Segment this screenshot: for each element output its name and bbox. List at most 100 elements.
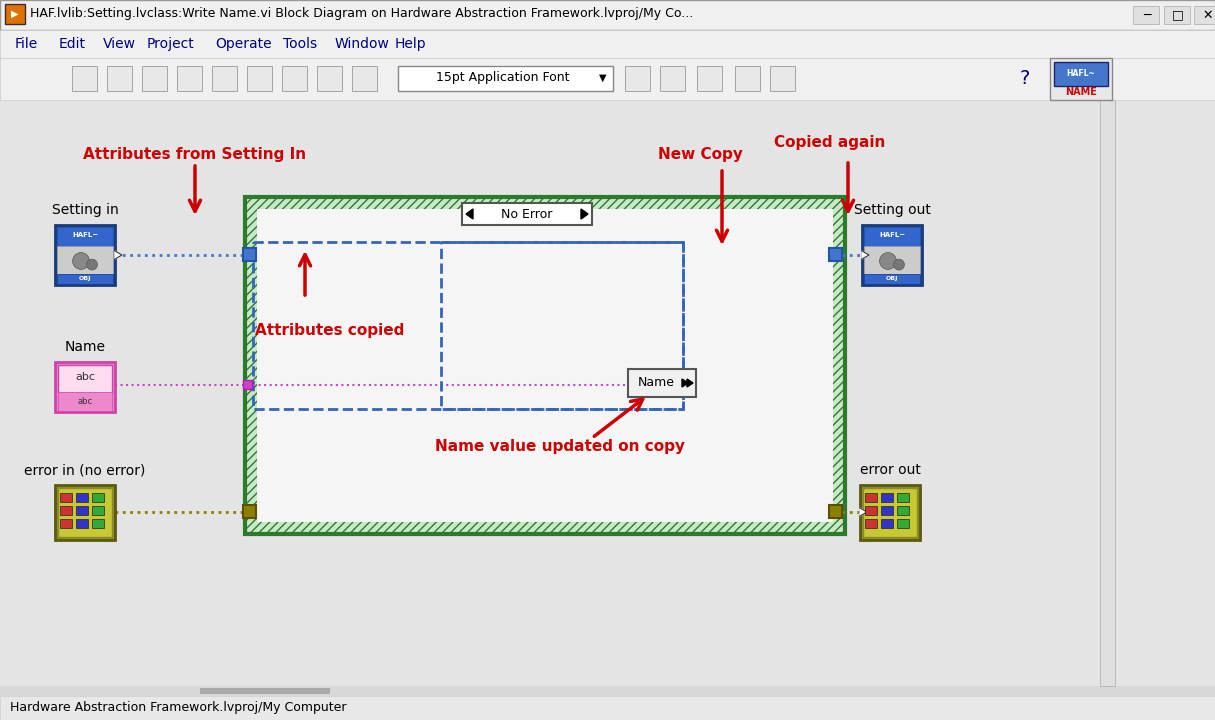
Bar xyxy=(0,696,1215,720)
Bar xyxy=(200,688,330,694)
Text: Window: Window xyxy=(335,37,390,51)
Bar xyxy=(0,58,1215,100)
Bar xyxy=(72,66,97,91)
Bar xyxy=(864,274,920,284)
Bar xyxy=(352,66,377,91)
Text: HAFL~: HAFL~ xyxy=(1067,70,1096,78)
Text: Attributes from Setting In: Attributes from Setting In xyxy=(84,148,306,163)
Bar xyxy=(0,30,1215,58)
Polygon shape xyxy=(467,209,473,219)
Bar xyxy=(211,66,237,91)
Bar xyxy=(1100,100,1115,686)
Bar xyxy=(92,493,104,502)
Bar xyxy=(881,506,893,515)
Bar xyxy=(865,493,877,502)
Bar xyxy=(1194,6,1215,24)
Text: No Error: No Error xyxy=(502,207,553,220)
Text: ─: ─ xyxy=(1143,9,1151,22)
Bar xyxy=(57,246,113,274)
Bar xyxy=(462,203,592,225)
Bar xyxy=(881,519,893,528)
Bar xyxy=(60,493,72,502)
Text: OBJ: OBJ xyxy=(886,276,898,282)
Text: Setting out: Setting out xyxy=(854,203,931,217)
Polygon shape xyxy=(861,251,869,259)
Bar xyxy=(860,485,920,540)
Bar xyxy=(1134,6,1159,24)
Text: Hardware Abstraction Framework.lvproj/My Computer: Hardware Abstraction Framework.lvproj/My… xyxy=(10,701,346,714)
Text: HAF.lvlib:Setting.lvclass:Write Name.vi Block Diagram on Hardware Abstraction Fr: HAF.lvlib:Setting.lvclass:Write Name.vi … xyxy=(30,7,694,20)
Bar xyxy=(697,66,722,91)
Bar xyxy=(57,227,113,247)
Bar xyxy=(243,248,256,261)
Circle shape xyxy=(880,253,897,269)
Text: Attributes copied: Attributes copied xyxy=(255,323,405,338)
Bar xyxy=(57,274,113,284)
Text: Copied again: Copied again xyxy=(774,135,886,150)
Circle shape xyxy=(73,253,90,269)
Text: Project: Project xyxy=(147,37,194,51)
Text: File: File xyxy=(15,37,38,51)
Bar xyxy=(735,66,761,91)
Bar xyxy=(628,369,696,397)
Bar xyxy=(865,506,877,515)
Bar xyxy=(55,362,115,412)
Circle shape xyxy=(86,259,97,270)
Bar xyxy=(317,66,341,91)
Bar xyxy=(177,66,202,91)
Bar xyxy=(77,493,87,502)
Bar xyxy=(1053,62,1108,86)
Polygon shape xyxy=(682,379,688,387)
Polygon shape xyxy=(581,209,588,219)
Bar xyxy=(625,66,650,91)
Bar xyxy=(282,66,307,91)
Bar xyxy=(897,519,909,528)
Bar xyxy=(897,506,909,515)
Polygon shape xyxy=(860,508,868,516)
Text: Name value updated on copy: Name value updated on copy xyxy=(435,439,685,454)
Text: NAME: NAME xyxy=(1066,87,1097,97)
Bar xyxy=(399,66,614,91)
Bar xyxy=(58,488,112,537)
Text: View: View xyxy=(103,37,136,51)
Bar xyxy=(55,485,115,540)
Bar xyxy=(861,225,922,285)
Bar xyxy=(0,100,1215,690)
Text: ▶: ▶ xyxy=(11,9,18,19)
Bar xyxy=(660,66,685,91)
Text: Name: Name xyxy=(64,340,106,354)
Bar xyxy=(0,686,1215,696)
Text: 15pt Application Font: 15pt Application Font xyxy=(436,71,570,84)
Text: Tools: Tools xyxy=(283,37,317,51)
Text: error out: error out xyxy=(859,463,921,477)
Bar xyxy=(58,392,112,410)
Text: Help: Help xyxy=(395,37,426,51)
Bar xyxy=(142,66,166,91)
Bar xyxy=(92,506,104,515)
Text: error in (no error): error in (no error) xyxy=(24,463,146,477)
Bar xyxy=(864,227,920,247)
Bar xyxy=(243,380,252,389)
Bar xyxy=(60,506,72,515)
Bar xyxy=(864,246,920,274)
Bar xyxy=(863,488,917,537)
Text: New Copy: New Copy xyxy=(657,148,742,163)
Text: Setting in: Setting in xyxy=(51,203,118,217)
Text: Edit: Edit xyxy=(60,37,86,51)
Text: ▼: ▼ xyxy=(599,73,606,83)
Text: ?: ? xyxy=(1019,70,1030,89)
Bar xyxy=(5,4,26,24)
Bar xyxy=(770,66,795,91)
Bar xyxy=(247,66,272,91)
Bar xyxy=(897,493,909,502)
Text: OBJ: OBJ xyxy=(79,276,91,282)
Text: HAFL~: HAFL~ xyxy=(878,232,905,238)
Text: ✕: ✕ xyxy=(1203,9,1214,22)
Text: Name: Name xyxy=(638,377,674,390)
Bar xyxy=(58,365,112,392)
Bar xyxy=(253,242,683,409)
Text: Operate: Operate xyxy=(215,37,272,51)
Bar xyxy=(1050,58,1112,100)
Polygon shape xyxy=(686,379,693,387)
Text: HAFL~: HAFL~ xyxy=(72,232,98,238)
